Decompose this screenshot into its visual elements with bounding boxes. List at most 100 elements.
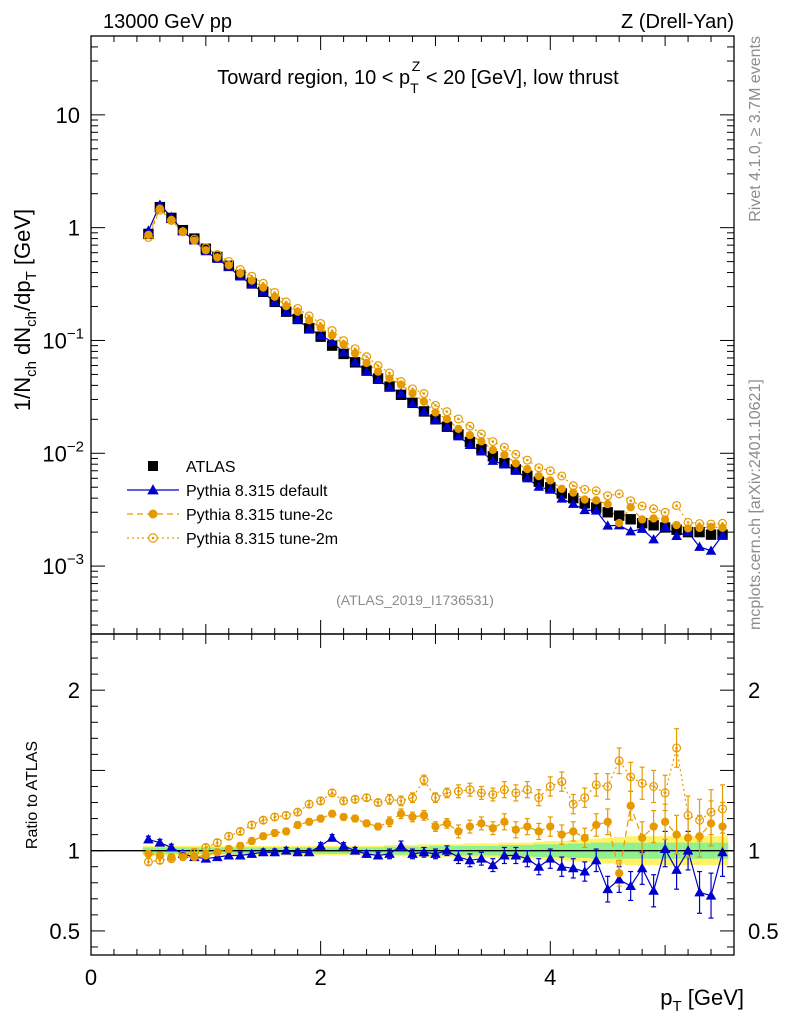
mcplots-label: mcplots.cern.ch [arXiv:2401.10621] xyxy=(747,379,764,630)
main-point-tune-2m-ring xyxy=(683,517,693,527)
ratio-point-tune-2m-ring xyxy=(453,786,463,796)
main-point-tune-2m xyxy=(373,361,383,371)
main-y-tick-label: 10 xyxy=(56,103,80,128)
title-post: < 20 [GeV], low thrust xyxy=(420,67,619,89)
main-point-tune-2c xyxy=(511,459,520,468)
main-point-tune-2m xyxy=(339,336,349,346)
main-point-default xyxy=(292,314,303,324)
main-point-default xyxy=(441,421,453,431)
main-point-default xyxy=(648,534,659,544)
main-point-default xyxy=(476,446,487,456)
main-point-tune-2c xyxy=(477,437,486,446)
ratio-point-default xyxy=(476,853,487,863)
atlas-point xyxy=(705,529,717,540)
ratio-point-default xyxy=(510,850,522,860)
ratio-point-tune-2c xyxy=(546,822,555,831)
atlas-point xyxy=(671,524,682,535)
ratio-point-tune-2m-dot xyxy=(250,823,254,827)
ratio-point-tune-2m-ring xyxy=(155,855,165,865)
main-point-tune-2m-ring xyxy=(247,271,257,281)
ratio-point-tune-2m-ring xyxy=(373,798,383,808)
main-point-tune-2c xyxy=(603,500,612,509)
ratio-point-default xyxy=(453,851,464,862)
ratio-point-default xyxy=(636,863,648,873)
main-point-tune-2m xyxy=(499,442,509,452)
ratio-point-tune-2m-dot xyxy=(457,789,460,793)
ratio-point-tune-2m-ring xyxy=(534,793,544,803)
main-point-tune-2c xyxy=(488,445,498,455)
main-point-tune-2m xyxy=(442,407,452,417)
legend-marker-3-dot xyxy=(151,536,155,540)
legend-marker-3-ring xyxy=(148,533,158,543)
header-left-label: 13000 GeV pp xyxy=(103,11,232,33)
main-point-tune-2c xyxy=(419,397,429,406)
ratio-point-tune-2m-dot xyxy=(238,830,242,833)
main-point-tune-2m-ring xyxy=(270,287,280,298)
ratio-point-default xyxy=(522,853,533,863)
main-point-tune-2m-ring xyxy=(419,389,429,399)
ratio-point-default xyxy=(682,845,694,855)
main-point-default xyxy=(430,415,441,425)
ratio-point-tune-2m-dot xyxy=(709,810,713,814)
ratio-point-tune-2m-dot xyxy=(503,788,506,791)
ratio-point-tune-2m-dot xyxy=(193,850,196,854)
ratio-point-tune-2m-ring xyxy=(568,799,578,809)
ratio-point-tune-2m-ring xyxy=(442,788,452,798)
ratio-point-default xyxy=(338,840,349,850)
main-point-tune-2m-ring xyxy=(281,297,291,307)
ratio-point-tune-2c xyxy=(213,848,222,857)
ratio-point-tune-2m xyxy=(453,786,463,796)
main-point-tune-2c xyxy=(557,484,566,493)
ratio-point-tune-2m-ring xyxy=(316,796,326,806)
ratio-point-tune-2m-ring xyxy=(339,796,349,806)
ratio-point-tune-2m xyxy=(626,772,636,782)
ratio-point-default xyxy=(579,866,591,876)
main-point-default xyxy=(717,529,728,540)
main-point-tune-2m xyxy=(557,471,567,481)
x-tick-label: 0 xyxy=(85,965,97,990)
ratio-point-tune-2m xyxy=(339,796,349,806)
main-point-tune-2c xyxy=(672,520,681,530)
ratio-point-tune-2m-dot xyxy=(514,791,518,795)
ratio-point-tune-2c xyxy=(649,822,658,831)
ratio-point-tune-2m-dot xyxy=(686,814,690,817)
ratio-point-tune-2m-dot xyxy=(663,791,667,795)
main-point-default xyxy=(659,521,671,531)
ratio-point-tune-2m-dot xyxy=(261,818,265,822)
ratio-point-tune-2m xyxy=(407,793,418,803)
ratio-point-default xyxy=(625,880,636,890)
main-point-tune-2m-ring xyxy=(396,377,406,387)
ratio-point-tune-2m-ring xyxy=(603,781,613,791)
main-point-tune-2m-ring xyxy=(580,484,590,494)
main-point-tune-2m-ring xyxy=(235,264,245,275)
main-point-tune-2m-dot xyxy=(548,469,552,473)
main-point-tune-2m-ring xyxy=(511,449,521,459)
main-point-default xyxy=(694,541,705,551)
main-point-default xyxy=(510,465,522,475)
atlas-point xyxy=(568,492,579,504)
ratio-point-tune-2m xyxy=(499,785,509,795)
ratio-point-tune-2m-ring xyxy=(293,807,303,817)
main-point-tune-2m xyxy=(189,234,199,244)
main-point-tune-2c xyxy=(144,230,153,240)
atlas-point xyxy=(602,507,613,518)
main-point-tune-2c xyxy=(408,389,417,398)
ratio-y-tick-label-left: 0.5 xyxy=(49,919,80,944)
main-point-tune-2c xyxy=(362,358,371,368)
ratio-point-tune-2c xyxy=(626,801,635,810)
main-point-tune-2m-dot xyxy=(411,387,414,391)
ratio-point-tune-2m-dot xyxy=(376,801,380,804)
ratio-point-tune-2m xyxy=(316,796,326,806)
main-point-tune-2c xyxy=(201,246,210,255)
main-point-default xyxy=(522,473,533,483)
ratio-point-tune-2m-ring xyxy=(143,857,153,867)
ratio-point-tune-2m-dot xyxy=(548,785,552,788)
main-point-tune-2m-dot xyxy=(480,432,483,436)
ratio-point-tune-2m-dot xyxy=(698,818,701,822)
title-sup: Z xyxy=(412,58,421,74)
ratio-point-default xyxy=(613,874,625,884)
ratio-point-tune-2m xyxy=(706,807,716,817)
main-point-tune-2m xyxy=(396,377,406,387)
title-sub: T xyxy=(410,80,419,96)
ratio-point-tune-2m-dot xyxy=(330,791,334,795)
